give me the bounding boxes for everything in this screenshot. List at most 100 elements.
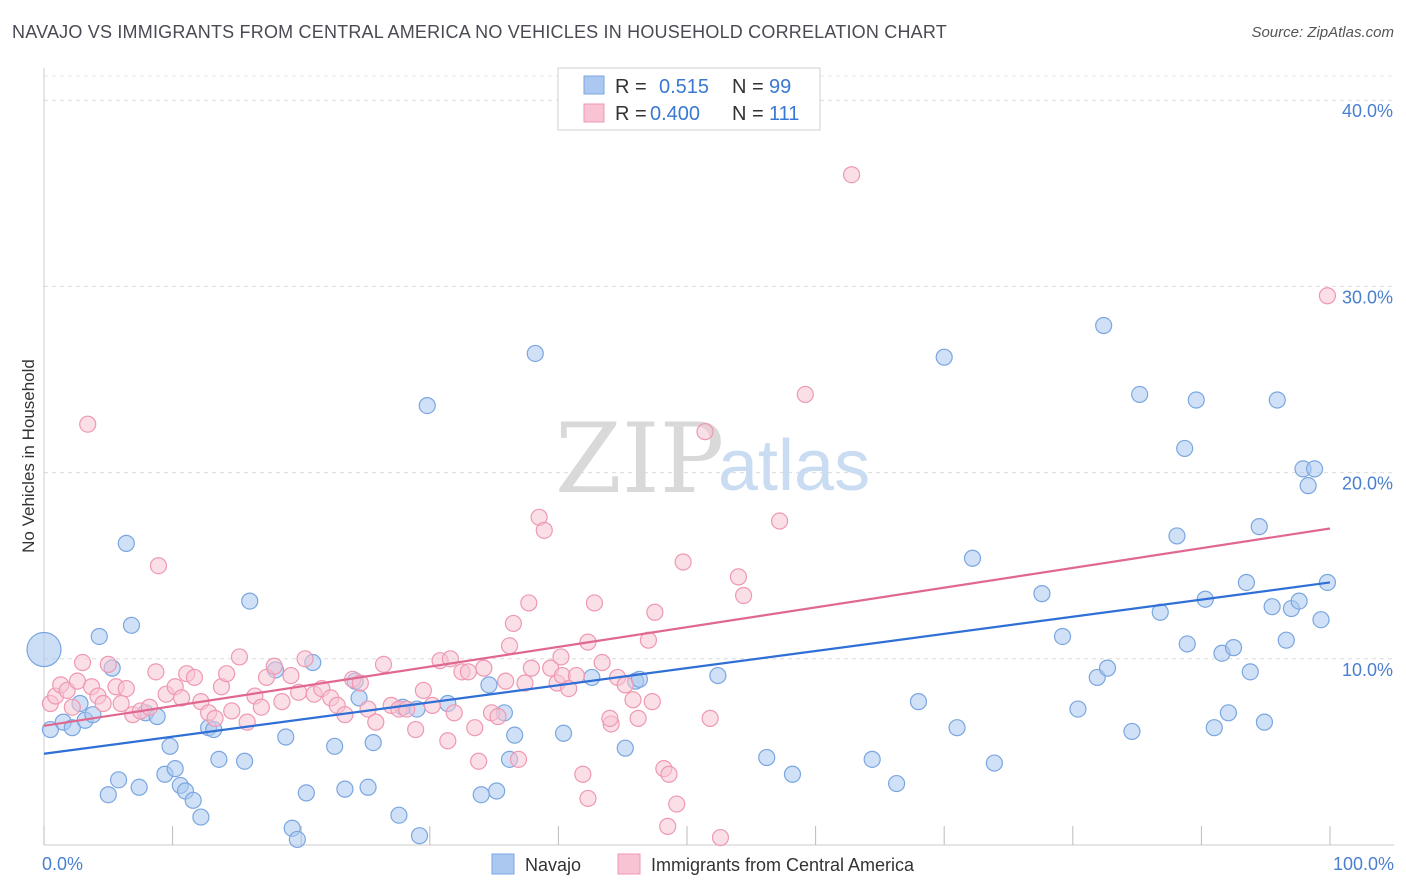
point-navajo [63,719,81,737]
point-navajo [1098,659,1117,677]
point-navajo [783,765,802,783]
y-tick-label: 40.0% [1342,101,1393,121]
point-central-america [296,650,314,668]
point-central-america [374,655,393,673]
point-navajo [117,534,135,552]
point-central-america [701,709,719,727]
point-navajo [1178,635,1196,653]
y-axis-label: No Vehicles in Household [19,359,38,553]
point-navajo [1241,663,1259,681]
bottom-legend-swatch-navajo [491,853,515,875]
point-central-america [593,653,611,672]
point-navajo [410,827,429,845]
point-navajo [184,791,202,809]
y-tick-label: 30.0% [1342,287,1393,307]
point-navajo [709,666,727,685]
x-tick-labels: 0.0% 100.0% [42,854,1394,874]
point-navajo-large [26,631,62,668]
point-central-america [218,665,236,683]
point-navajo [1305,460,1324,478]
point-navajo [166,760,184,778]
point-navajo [554,724,573,742]
point-navajo [1123,722,1141,741]
watermark-atlas: atlas [718,426,870,506]
point-navajo [192,808,210,826]
point-central-america [796,385,814,404]
point-navajo [359,778,377,796]
point-central-america [79,415,97,433]
point-central-america [273,693,291,711]
point-central-america [497,672,515,690]
point-central-america [423,696,441,714]
point-navajo [985,754,1003,772]
point-central-america [522,659,540,677]
point-navajo [210,750,228,768]
point-navajo [616,739,634,757]
point-central-america [117,679,135,698]
point-navajo [909,693,928,711]
point-central-america [520,594,538,612]
point-navajo [935,348,953,366]
point-navajo [1255,713,1274,731]
point-central-america [535,521,553,539]
point-navajo [236,752,254,770]
point-central-america [414,681,432,700]
point-central-america [470,752,488,770]
point-central-america [445,704,463,722]
point-central-america [509,750,528,768]
point-navajo [1224,639,1243,657]
point-navajo [1219,704,1238,722]
point-navajo [109,771,128,789]
point-navajo [326,737,344,755]
point-central-america [843,166,861,184]
x-tick-label: 100.0% [1333,854,1394,874]
point-navajo [1187,391,1205,409]
point-central-america [624,691,642,709]
legend-n-label: N = [732,103,764,125]
point-navajo [1069,700,1087,718]
point-central-america [466,719,484,737]
point-central-america [489,707,507,726]
point-navajo [122,616,141,634]
point-navajo [1176,439,1194,458]
point-navajo [1277,631,1295,649]
point-navajo [888,774,906,793]
legend-r-label: R = [615,76,647,98]
point-central-america [147,663,165,681]
point-central-america [407,720,425,739]
point-navajo [1205,719,1223,737]
point-navajo [1312,611,1330,629]
point-navajo [480,676,498,694]
point-central-america [668,795,686,813]
point-navajo [1095,316,1113,335]
trend-lines [43,527,1331,755]
point-central-america [770,512,789,530]
point-central-america [140,698,159,716]
point-navajo [948,719,966,737]
point-navajo [583,668,601,687]
source-label: Source: ZipAtlas.com [1251,24,1394,41]
point-navajo [297,784,315,802]
y-tick-labels: 10.0% 20.0% 30.0% 40.0% [1342,101,1393,680]
watermark: ZIP atlas [555,403,870,515]
point-navajo [161,737,179,755]
legend-r-label: R = [615,103,647,125]
y-tick-label: 20.0% [1342,474,1393,494]
point-navajo [526,344,544,363]
bottom-legend-label-navajo: Navajo [525,855,581,875]
legend-box: R = 0.515 N = 99 R = 0.400 N = 111 [557,67,821,131]
point-central-america [223,702,241,720]
point-central-america [475,659,493,677]
point-central-america [230,648,249,666]
legend-n-value: 99 [769,76,791,98]
bottom-legend-swatch-central-america [617,853,641,875]
point-central-america [173,689,191,707]
point-central-america [500,637,519,655]
point-navajo [1299,477,1317,495]
point-central-america [149,557,168,575]
point-central-america [734,586,753,605]
point-central-america [504,614,522,633]
point-navajo [90,627,108,646]
point-navajo [364,733,382,752]
